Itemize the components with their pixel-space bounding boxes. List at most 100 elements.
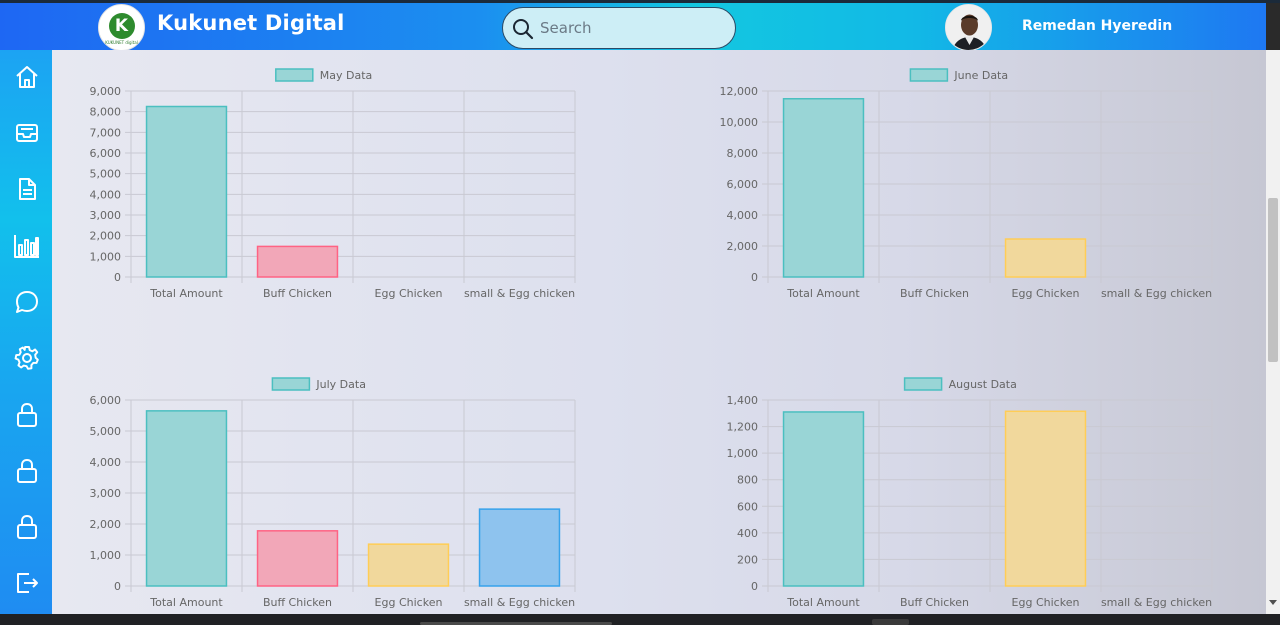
- chart-july: July Data 0 1,000 2,000 3,000 4,000 5,000 6,000…: [90, 377, 576, 609]
- y-tick-label: 12,000: [720, 85, 759, 98]
- legend-label[interactable]: June Data: [953, 69, 1008, 82]
- legend-swatch[interactable]: [275, 68, 314, 82]
- y-tick-label: 1,200: [727, 421, 759, 434]
- y-tick-label: 800: [737, 474, 758, 487]
- bar[interactable]: [1004, 238, 1087, 278]
- legend-label[interactable]: July Data: [315, 378, 366, 391]
- y-tick-label: 5,000: [90, 425, 122, 438]
- bottom-indicator: [420, 622, 612, 625]
- bottom-indicator-2: [872, 619, 909, 625]
- sidebar-item-document[interactable]: [13, 175, 41, 203]
- x-category-label: Egg Chicken: [375, 287, 443, 300]
- search-icon[interactable]: [512, 18, 534, 40]
- x-category-label: Egg Chicken: [375, 596, 443, 609]
- y-tick-label: 2,000: [90, 518, 122, 531]
- y-tick-label: 4,000: [90, 456, 122, 469]
- home-icon: [16, 66, 38, 88]
- sidebar: [0, 50, 52, 614]
- y-tick-label: 400: [737, 527, 758, 540]
- legend-label[interactable]: May Data: [320, 69, 373, 82]
- chart-may: May Data 0 1,000 2,000 3,000 4,000 5,000 6,000 7…: [90, 68, 576, 300]
- chart-june: June Data 0 2,000 4,000 6,000 8,000 10,000 12,0…: [720, 68, 1213, 300]
- scrollbar-thumb[interactable]: [1268, 198, 1278, 362]
- sidebar-item-lock-2[interactable]: [13, 457, 41, 485]
- sidebar-item-messages[interactable]: [13, 288, 41, 316]
- y-tick-label: 8,000: [90, 106, 122, 119]
- y-tick-label: 0: [114, 271, 121, 284]
- x-category-label: Total Amount: [786, 287, 860, 300]
- lock-icon: [17, 403, 37, 427]
- y-tick-label: 4,000: [90, 188, 122, 201]
- logo-k-mark: K: [108, 12, 135, 39]
- legend-swatch[interactable]: [271, 377, 311, 391]
- sidebar-item-inbox[interactable]: [13, 119, 41, 147]
- chat-icon: [16, 291, 38, 313]
- search-input[interactable]: [540, 16, 720, 40]
- user-avatar[interactable]: [945, 4, 992, 51]
- x-category-label: Total Amount: [149, 596, 223, 609]
- bar[interactable]: [367, 543, 450, 587]
- brand-logo[interactable]: K KUKUNET digital: [98, 4, 145, 51]
- top-navbar: K KUKUNET digital Kukunet Digital Remeda…: [0, 3, 1266, 51]
- y-tick-label: 8,000: [727, 147, 759, 160]
- y-tick-label: 6,000: [727, 178, 759, 191]
- main-content: May Data 0 1,000 2,000 3,000 4,000 5,000 6,000 7…: [52, 50, 1266, 614]
- lock-icon: [17, 515, 37, 539]
- chart-august: August Data 0 200 400 600 800 1,000 1,200 1,400 T…: [727, 377, 1213, 609]
- sidebar-item-logout[interactable]: [13, 569, 41, 597]
- x-category-label: small & Egg chicken: [1101, 596, 1212, 609]
- sidebar-item-chart[interactable]: [13, 232, 41, 260]
- y-tick-label: 6,000: [90, 394, 122, 407]
- y-tick-label: 3,000: [90, 487, 122, 500]
- y-tick-label: 600: [737, 500, 758, 513]
- sidebar-item-home[interactable]: [13, 63, 41, 91]
- user-name[interactable]: Remedan Hyeredin: [1022, 18, 1173, 34]
- y-tick-label: 6,000: [90, 147, 122, 160]
- brand-name[interactable]: Kukunet Digital: [157, 11, 345, 35]
- search-box: [502, 7, 736, 49]
- document-icon: [19, 178, 36, 200]
- bar[interactable]: [782, 98, 865, 278]
- browser-bottom-bar: [0, 614, 1280, 625]
- y-tick-label: 2,000: [727, 240, 759, 253]
- inbox-icon: [16, 124, 38, 142]
- x-category-label: Buff Chicken: [900, 596, 969, 609]
- y-tick-label: 10,000: [720, 116, 759, 129]
- logo-caption: KUKUNET digital: [105, 39, 138, 45]
- sidebar-item-settings[interactable]: [13, 344, 41, 372]
- vertical-scrollbar[interactable]: [1266, 50, 1280, 614]
- x-category-label: Total Amount: [149, 287, 223, 300]
- browser-top-edge: [0, 0, 1280, 3]
- y-tick-label: 1,000: [727, 447, 759, 460]
- x-category-label: Buff Chicken: [263, 596, 332, 609]
- x-category-label: small & Egg chicken: [464, 596, 575, 609]
- x-category-label: Buff Chicken: [263, 287, 332, 300]
- legend-swatch[interactable]: [909, 68, 949, 82]
- y-tick-label: 7,000: [90, 126, 122, 139]
- y-tick-label: 1,000: [90, 250, 122, 263]
- sidebar-item-lock-3[interactable]: [13, 513, 41, 541]
- legend-swatch[interactable]: [903, 377, 943, 391]
- x-category-label: Egg Chicken: [1012, 596, 1080, 609]
- bar[interactable]: [256, 530, 339, 587]
- legend-label[interactable]: August Data: [949, 378, 1017, 391]
- sidebar-item-lock-1[interactable]: [13, 401, 41, 429]
- x-category-label: Egg Chicken: [1012, 287, 1080, 300]
- y-tick-label: 1,400: [727, 394, 759, 407]
- bar[interactable]: [145, 410, 228, 587]
- y-tick-label: 4,000: [727, 209, 759, 222]
- bar[interactable]: [782, 411, 865, 587]
- bar[interactable]: [1004, 410, 1087, 587]
- bar[interactable]: [145, 105, 228, 278]
- bar[interactable]: [478, 508, 561, 587]
- y-tick-label: 2,000: [90, 230, 122, 243]
- scroll-down-arrow-icon[interactable]: [1269, 600, 1277, 605]
- x-category-label: Buff Chicken: [900, 287, 969, 300]
- bar[interactable]: [256, 245, 339, 278]
- bar-chart-icon: [14, 235, 39, 258]
- y-tick-label: 1,000: [90, 549, 122, 562]
- x-category-label: small & Egg chicken: [1101, 287, 1212, 300]
- y-tick-label: 0: [114, 580, 121, 593]
- x-category-label: Total Amount: [786, 596, 860, 609]
- y-tick-label: 9,000: [90, 85, 122, 98]
